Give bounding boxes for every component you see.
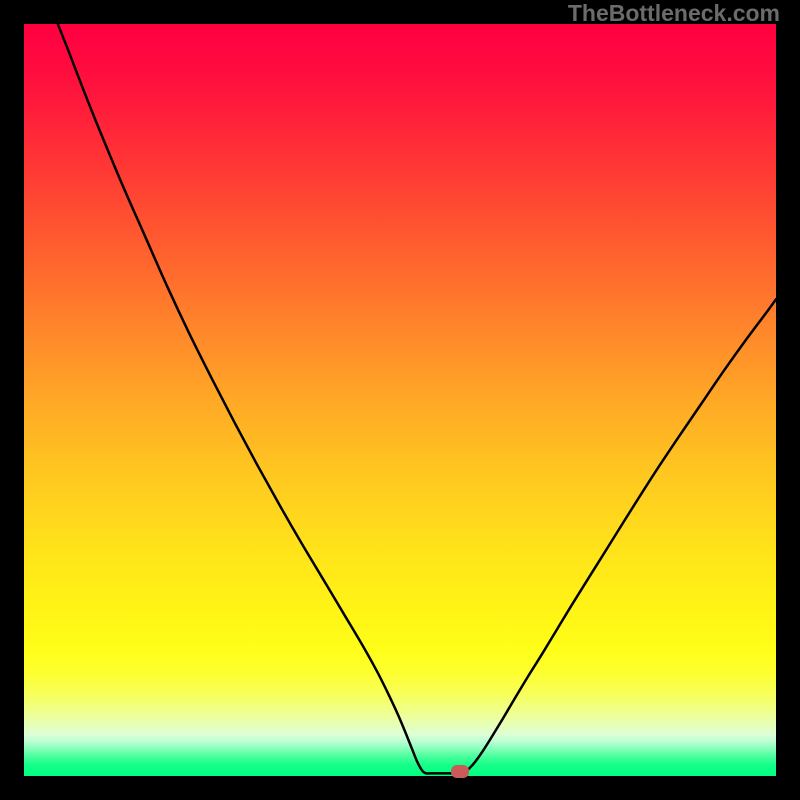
watermark-text: TheBottleneck.com (568, 0, 780, 27)
optimum-marker (451, 765, 469, 777)
plot-area (24, 24, 776, 776)
chart-container: TheBottleneck.com (0, 0, 800, 800)
curve-path (58, 24, 776, 773)
bottleneck-curve (24, 24, 776, 776)
